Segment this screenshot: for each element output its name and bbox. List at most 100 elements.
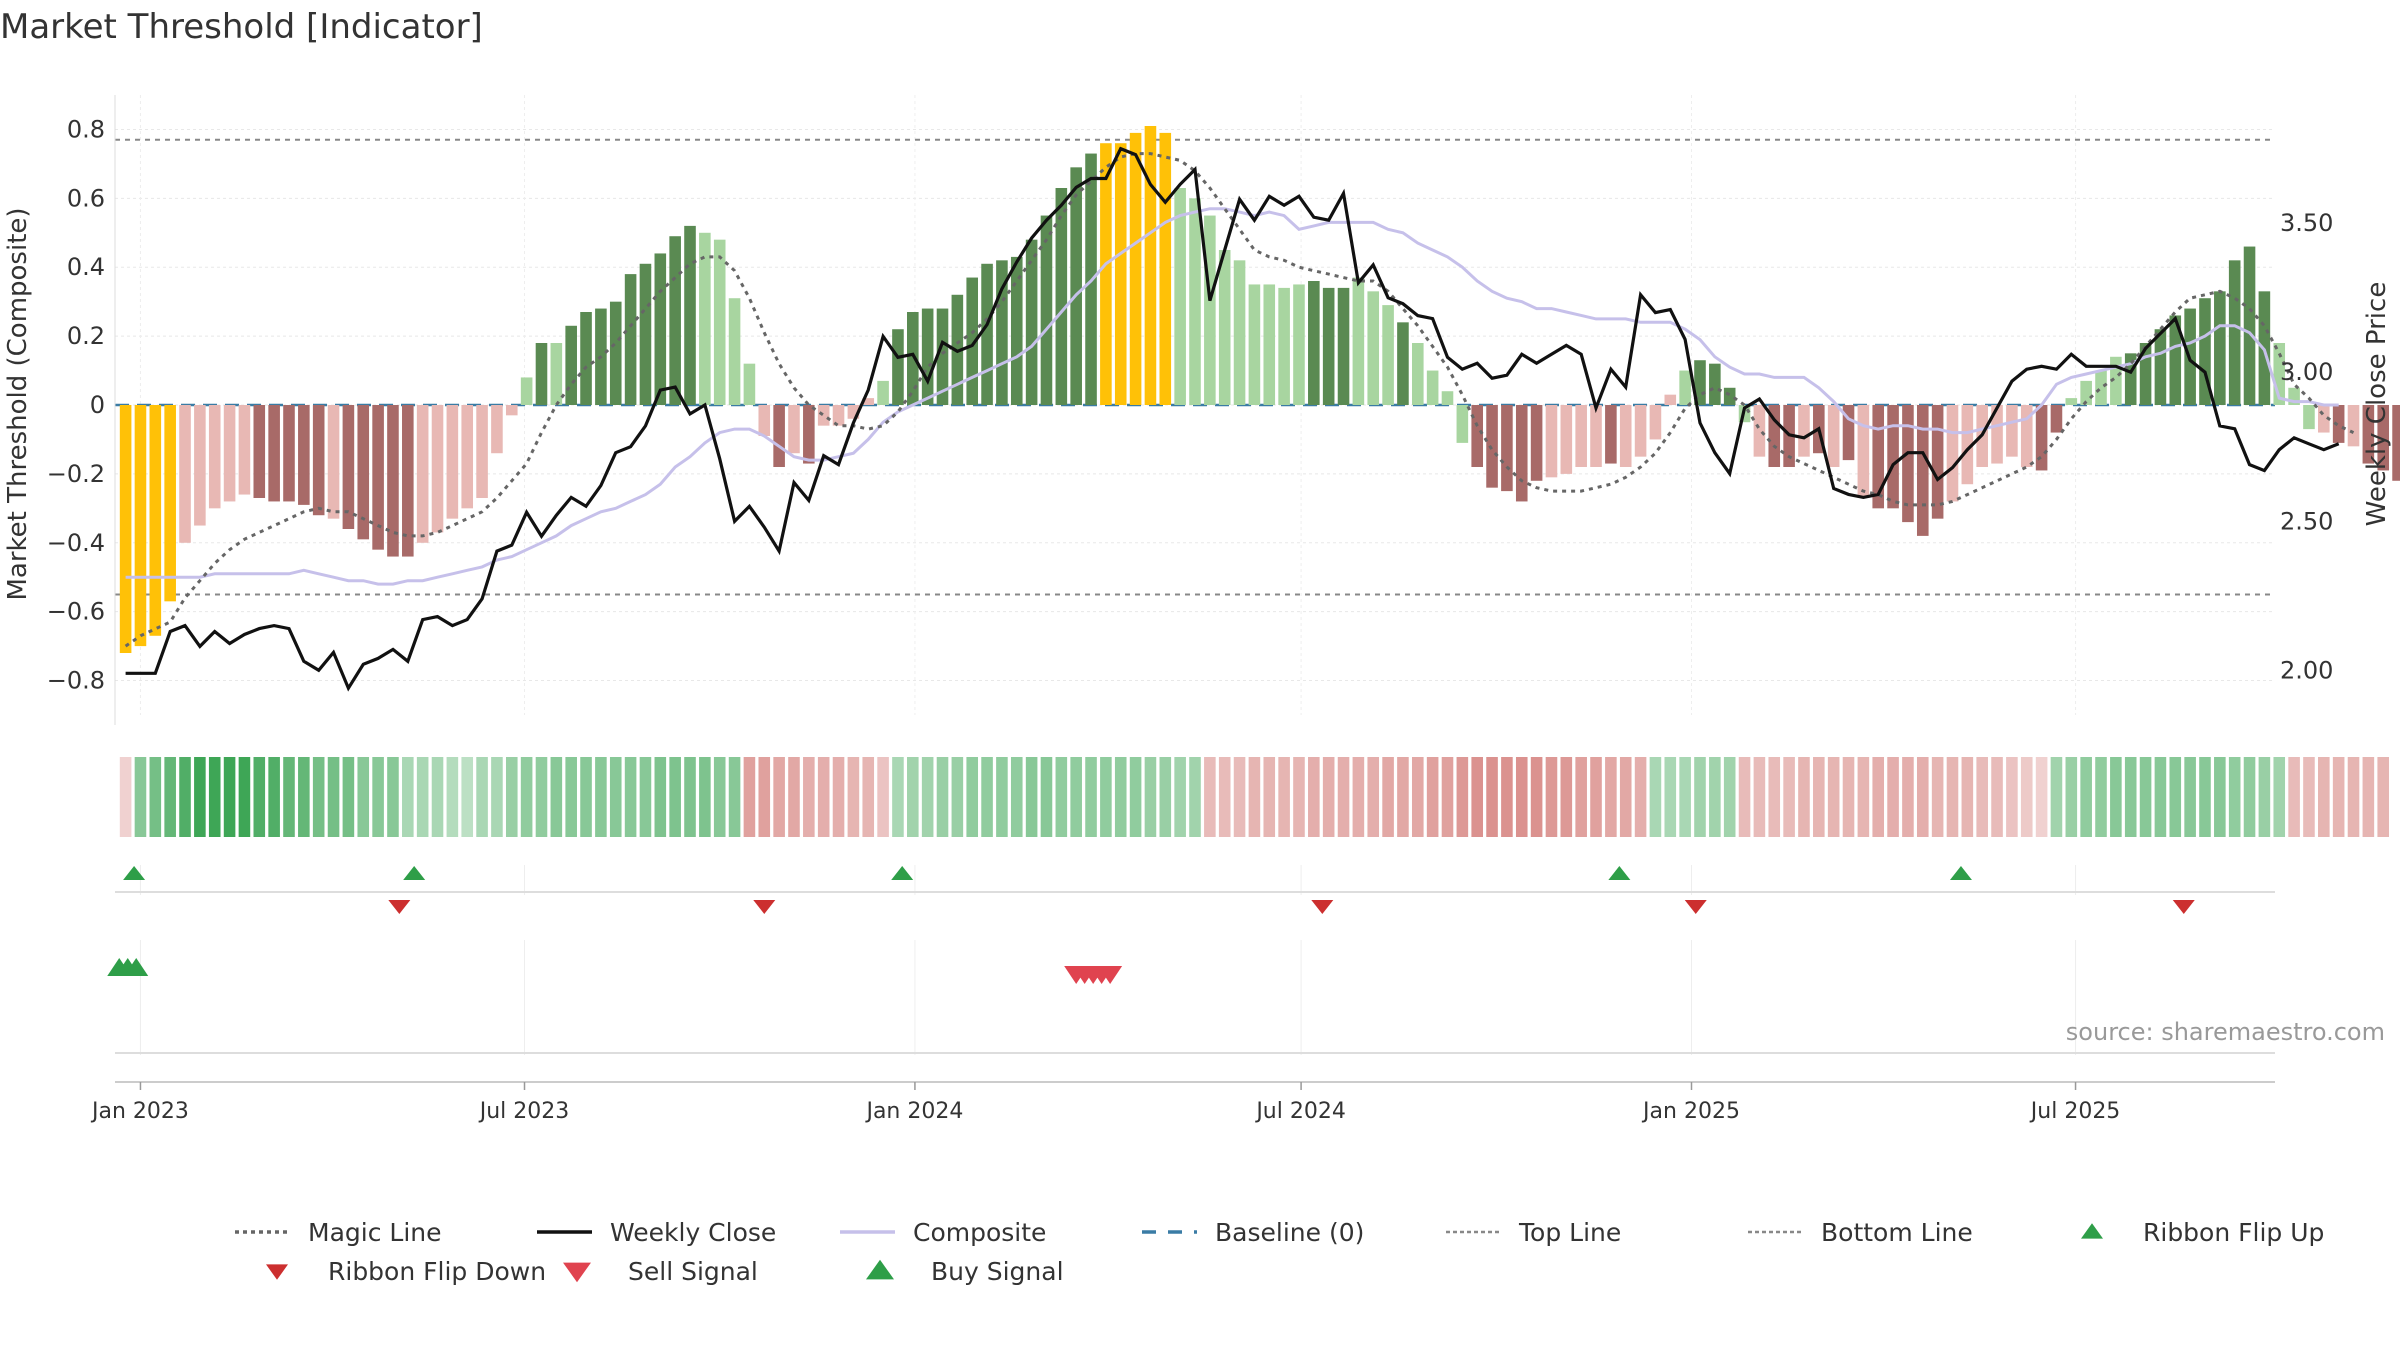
legend-item: Buy Signal — [866, 1257, 1064, 1286]
composite-bar — [416, 405, 429, 543]
ribbon-cell — [2288, 757, 2300, 837]
ribbon-cell — [832, 757, 845, 837]
legend-item: Weekly Close — [537, 1218, 776, 1247]
ribbon-cell — [1025, 757, 1038, 837]
ribbon-flip-down-marker — [1311, 900, 1334, 914]
ribbon-cell — [402, 757, 414, 837]
ribbon-cell — [476, 757, 488, 837]
axes: 0.8 0.6 0.4 0.2 0 −0.2 −0.4 −0.6 −0.8 3.50 3.00 2.5… — [47, 95, 2333, 725]
ribbon-cell — [2139, 757, 2152, 837]
ribbon-cell — [1515, 757, 1528, 837]
composite-bar — [2303, 405, 2315, 430]
ribbon-cell — [298, 757, 310, 837]
ribbon-cell — [1397, 757, 1409, 837]
legend-swatch-marker — [563, 1262, 591, 1283]
ribbon-cell — [2199, 757, 2211, 837]
ribbon-cell — [1010, 757, 1023, 837]
ribbon-cell — [1337, 757, 1350, 837]
ribbon-flip-up-marker — [403, 866, 426, 880]
composite-bar — [1709, 363, 1721, 405]
ribbon-cell — [1545, 757, 1558, 837]
composite-bar — [713, 239, 726, 405]
weekly-close-line — [125, 146, 2340, 692]
composite-bar — [1768, 405, 1781, 467]
ribbon-cell — [1322, 757, 1335, 837]
magic-line — [124, 152, 2355, 648]
ribbon-cell — [416, 757, 429, 837]
composite-bar — [1664, 394, 1677, 405]
composite-bar — [1471, 405, 1483, 467]
sell-signal-marker — [1098, 966, 1123, 984]
composite-bar — [1634, 405, 1647, 457]
ribbon-cell — [179, 757, 191, 837]
ribbon-cell — [951, 757, 964, 837]
legend-item: Top Line — [1446, 1218, 1621, 1247]
composite-bar — [312, 405, 325, 516]
composite-bar — [1204, 215, 1216, 405]
ribbon-cell — [2214, 757, 2226, 837]
ribbon-cell — [1575, 757, 1587, 837]
x-tick-label: Jan 2025 — [1641, 1099, 1740, 1124]
ribbon-cell — [966, 757, 979, 837]
ribbon-cell — [1902, 757, 1914, 837]
legend-label: Sell Signal — [628, 1257, 758, 1286]
ribbon-cell — [505, 757, 518, 837]
composite-bar — [2050, 405, 2063, 433]
ribbon-cell — [387, 757, 399, 837]
composite-bar — [268, 405, 280, 502]
legend: Magic Line Weekly Close Composite Baseline … — [235, 1218, 2324, 1286]
ribbon-cell — [1560, 757, 1573, 837]
composite-bar — [431, 405, 444, 533]
ribbon-cell — [2065, 757, 2078, 837]
legend-label: Ribbon Flip Down — [328, 1257, 546, 1286]
ribbon-cell — [699, 757, 711, 837]
legend-label: Weekly Close — [610, 1218, 776, 1247]
y2-axis-label: Weekly Close Price — [2362, 282, 2392, 527]
legend-label: Buy Signal — [931, 1257, 1064, 1286]
ribbon-cell — [1426, 757, 1439, 837]
ribbon-cell — [1605, 757, 1617, 837]
ribbon-cell — [372, 757, 384, 837]
composite-bar — [981, 263, 993, 405]
ribbon-flip-down-marker — [2172, 900, 2195, 914]
x-tick-label: Jan 2023 — [90, 1099, 189, 1124]
composite-bar — [550, 343, 563, 405]
composite-bar — [2392, 405, 2400, 481]
composite-bar — [2318, 405, 2330, 433]
composite-bar — [2362, 405, 2375, 464]
ribbon-cell — [327, 757, 340, 837]
ribbon-cell — [1887, 757, 1899, 837]
ribbon-cell — [1411, 757, 1424, 837]
ribbon-cell — [1827, 757, 1840, 837]
composite-line — [125, 207, 2339, 586]
composite-bar — [2080, 380, 2092, 405]
y-tick-label: 0.6 — [67, 184, 105, 212]
ribbon-cell — [1218, 757, 1231, 837]
ribbon-cell — [1842, 757, 1855, 837]
composite-bar — [1308, 281, 1320, 405]
composite-bar — [654, 253, 667, 405]
ribbon-cell — [1961, 757, 1974, 837]
ribbon-cell — [2006, 757, 2018, 837]
ribbon-cell — [149, 757, 162, 837]
composite-bar — [817, 405, 830, 426]
ribbon-cell — [164, 757, 176, 837]
y-tick-label: 0 — [90, 391, 105, 419]
legend-item: Magic Line — [235, 1218, 442, 1247]
composite-bar — [1218, 250, 1231, 405]
buy-signal-marker — [124, 958, 149, 976]
composite-bar — [535, 343, 548, 405]
ribbon-cell — [1946, 757, 1959, 837]
legend-item: Bottom Line — [1748, 1218, 1973, 1247]
composite-bar — [1679, 370, 1691, 405]
ribbon-cell — [2332, 757, 2345, 837]
legend-swatch-marker — [2081, 1223, 2103, 1239]
x-tick-label: Jul 2025 — [2029, 1099, 2121, 1124]
composite-bar — [1887, 405, 1899, 509]
composite-bar — [2006, 405, 2018, 457]
ribbon-cell — [1813, 757, 1825, 837]
legend-label: Baseline (0) — [1215, 1218, 1364, 1247]
composite-bar — [2228, 260, 2241, 405]
legend-label: Magic Line — [308, 1218, 442, 1247]
composite-bar — [1694, 360, 1706, 405]
